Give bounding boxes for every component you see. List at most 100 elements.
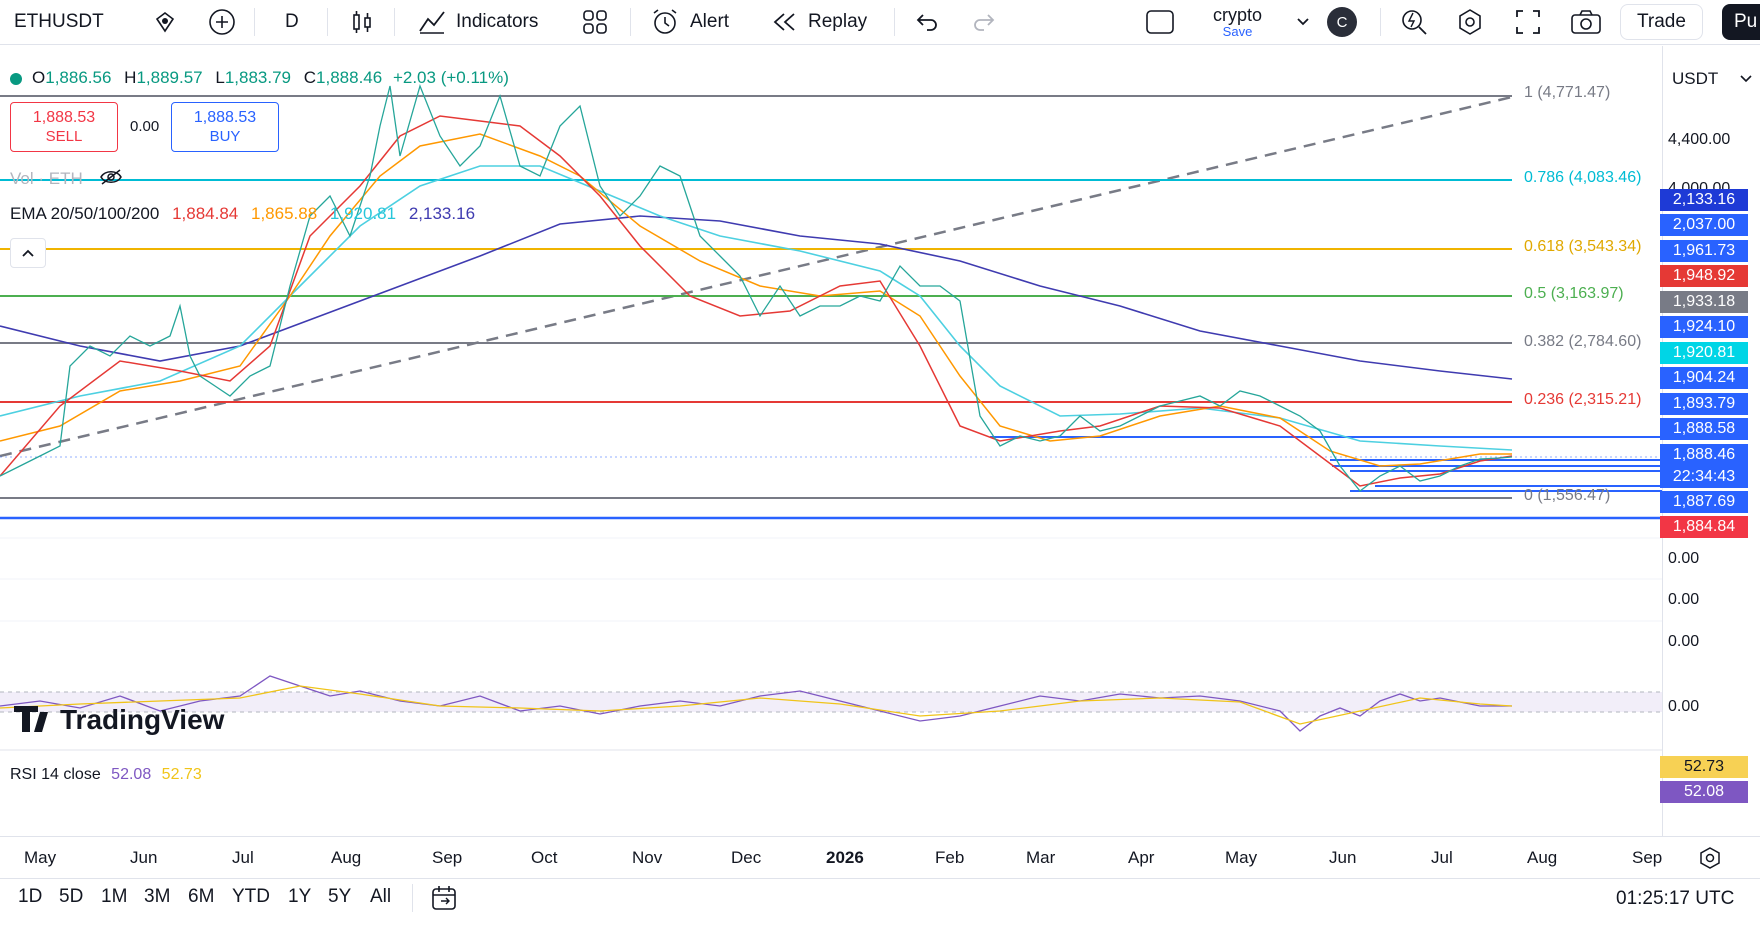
buy-button[interactable]: 1,888.53 BUY bbox=[171, 102, 279, 152]
range-1d[interactable]: 1D bbox=[18, 886, 43, 907]
alert-button[interactable]: Alert bbox=[650, 0, 729, 44]
rsi-ma-value: 52.73 bbox=[161, 766, 202, 783]
ohlc-low: 1,883.79 bbox=[224, 68, 292, 87]
price-label: 1,888.58 bbox=[1660, 418, 1748, 440]
alert-label: Alert bbox=[690, 11, 730, 32]
time-axis-settings-icon[interactable] bbox=[1698, 846, 1722, 875]
layout-save: Save bbox=[1222, 24, 1253, 39]
quick-search-icon[interactable] bbox=[1400, 0, 1428, 44]
range-5d[interactable]: 5D bbox=[59, 886, 84, 907]
fib-label-text: 0.618 (3,543.34) bbox=[1524, 238, 1642, 255]
sell-price: 1,888.53 bbox=[32, 109, 96, 126]
indicators-icon bbox=[419, 11, 445, 34]
rsi-ma-axis-label: 52.73 bbox=[1660, 756, 1748, 778]
price-label: 1,893.79 bbox=[1660, 393, 1748, 415]
range-6m[interactable]: 6M bbox=[188, 886, 215, 907]
eye-hidden-icon[interactable] bbox=[99, 168, 123, 191]
time-tick: May bbox=[1225, 848, 1258, 867]
price-label: 1,933.18 bbox=[1660, 291, 1748, 313]
rsi-band bbox=[0, 692, 1662, 712]
price-label: 1,904.24 bbox=[1660, 367, 1748, 389]
range-all[interactable]: All bbox=[370, 886, 392, 907]
price-axis[interactable] bbox=[1662, 46, 1760, 836]
goto-date-calendar-icon[interactable] bbox=[430, 884, 458, 917]
rsi-ma-line bbox=[0, 685, 1513, 725]
price-line bbox=[0, 83, 1513, 492]
ema-200-line bbox=[0, 215, 1513, 380]
time-tick-year: 2026 bbox=[826, 848, 864, 867]
fib-label-text: 0.236 (2,315.21) bbox=[1524, 391, 1642, 408]
ohlc-h-label: H bbox=[124, 68, 137, 87]
publish-button[interactable]: Pu bbox=[1722, 0, 1760, 44]
fullscreen-icon[interactable] bbox=[1515, 0, 1541, 44]
replay-label: Replay bbox=[808, 11, 868, 32]
fib-label: 0.618 (3,543.34) bbox=[1524, 238, 1641, 256]
fib-label: 0.5 (3,163.97) bbox=[1524, 285, 1624, 303]
price-tick: 0.00 bbox=[1668, 633, 1700, 650]
symbol-info-icon[interactable] bbox=[153, 0, 177, 44]
fib-label: 0 (1,556.47) bbox=[1524, 487, 1610, 505]
ema-50-value: 1,865.88 bbox=[251, 204, 318, 223]
symbol-search[interactable]: ETHUSDT bbox=[14, 0, 104, 44]
currency-selector[interactable]: USDT bbox=[1664, 62, 1754, 96]
time-tick: Apr bbox=[1128, 848, 1155, 867]
replay-button[interactable]: Replay bbox=[772, 0, 867, 44]
fib-label: 1 (4,771.47) bbox=[1524, 84, 1610, 102]
avatar[interactable]: C bbox=[1327, 0, 1357, 44]
camera-snapshot-icon[interactable] bbox=[1570, 0, 1602, 44]
redo-icon[interactable] bbox=[972, 0, 996, 44]
publish-label: Pu bbox=[1722, 4, 1760, 40]
chevron-up-icon bbox=[22, 249, 34, 257]
layout-dropdown-chevron-icon[interactable] bbox=[1296, 0, 1310, 44]
range-1y[interactable]: 1Y bbox=[288, 886, 312, 907]
top-toolbar: ETHUSDT D Indicators Alert Replay crypto… bbox=[0, 0, 1760, 45]
ema-200-value: 2,133.16 bbox=[408, 204, 476, 223]
interval-button[interactable]: D bbox=[285, 0, 299, 44]
range-3m[interactable]: 3M bbox=[144, 886, 171, 907]
sell-button[interactable]: 1,888.53 SELL bbox=[10, 102, 118, 152]
compare-symbol-button[interactable] bbox=[208, 0, 236, 44]
indicators-button[interactable]: Indicators bbox=[418, 0, 538, 44]
chart-type-candles-icon[interactable] bbox=[350, 0, 374, 44]
currency-label: USDT bbox=[1672, 69, 1719, 88]
bar-countdown-label: 22:34:43 bbox=[1660, 466, 1748, 488]
price-label: 1,887.69 bbox=[1660, 491, 1748, 513]
rsi-legend[interactable]: RSI 14 close 52.08 52.73 bbox=[10, 766, 202, 784]
time-tick: Sep bbox=[432, 848, 463, 867]
spread-value: 0.00 bbox=[130, 118, 160, 135]
fib-label-text: 1 (4,771.47) bbox=[1524, 84, 1611, 101]
bottom-toolbar bbox=[0, 878, 1760, 933]
ema-50-line bbox=[0, 133, 1512, 467]
time-tick: Aug bbox=[331, 848, 362, 867]
settings-gear-icon[interactable] bbox=[1456, 0, 1484, 44]
buy-price: 1,888.53 bbox=[193, 109, 257, 126]
fib-label: 0.786 (4,083.46) bbox=[1524, 169, 1641, 187]
range-ytd[interactable]: YTD bbox=[232, 886, 270, 907]
rewind-icon bbox=[773, 13, 795, 31]
trade-button[interactable]: Trade bbox=[1620, 0, 1703, 44]
price-label: 1,961.73 bbox=[1660, 240, 1748, 262]
bottom-separator bbox=[412, 884, 413, 912]
price-tick: 0.00 bbox=[1668, 591, 1700, 608]
ema-20-line bbox=[0, 115, 1513, 487]
volume-label: Vol · ETH bbox=[10, 168, 83, 188]
layout-square-icon[interactable] bbox=[1145, 0, 1175, 44]
collapse-legend-button[interactable] bbox=[10, 238, 46, 268]
indicators-label: Indicators bbox=[456, 11, 539, 32]
range-5y[interactable]: 5Y bbox=[328, 886, 352, 907]
ema-legend[interactable]: EMA 20/50/100/200 1,884.84 1,865.88 1,92… bbox=[10, 204, 475, 224]
utc-clock[interactable]: 01:25:17 UTC bbox=[1616, 888, 1735, 909]
undo-icon[interactable] bbox=[915, 0, 939, 44]
ohlc-high: 1,889.57 bbox=[136, 68, 203, 87]
price-label: 1,948.92 bbox=[1660, 265, 1748, 287]
layout-name-button[interactable]: crypto Save bbox=[1200, 0, 1275, 44]
price-label: 1,924.10 bbox=[1660, 316, 1748, 338]
time-tick: Mar bbox=[1026, 848, 1056, 867]
rsi-label: RSI 14 close bbox=[10, 766, 101, 783]
volume-legend[interactable]: Vol · ETH bbox=[10, 168, 123, 191]
buy-label: BUY bbox=[209, 128, 241, 145]
templates-icon[interactable] bbox=[582, 0, 608, 44]
price-chart[interactable]: TradingView bbox=[0, 46, 1662, 836]
fib-label-text: 0.5 (3,163.97) bbox=[1524, 285, 1624, 302]
range-1m[interactable]: 1M bbox=[101, 886, 128, 907]
